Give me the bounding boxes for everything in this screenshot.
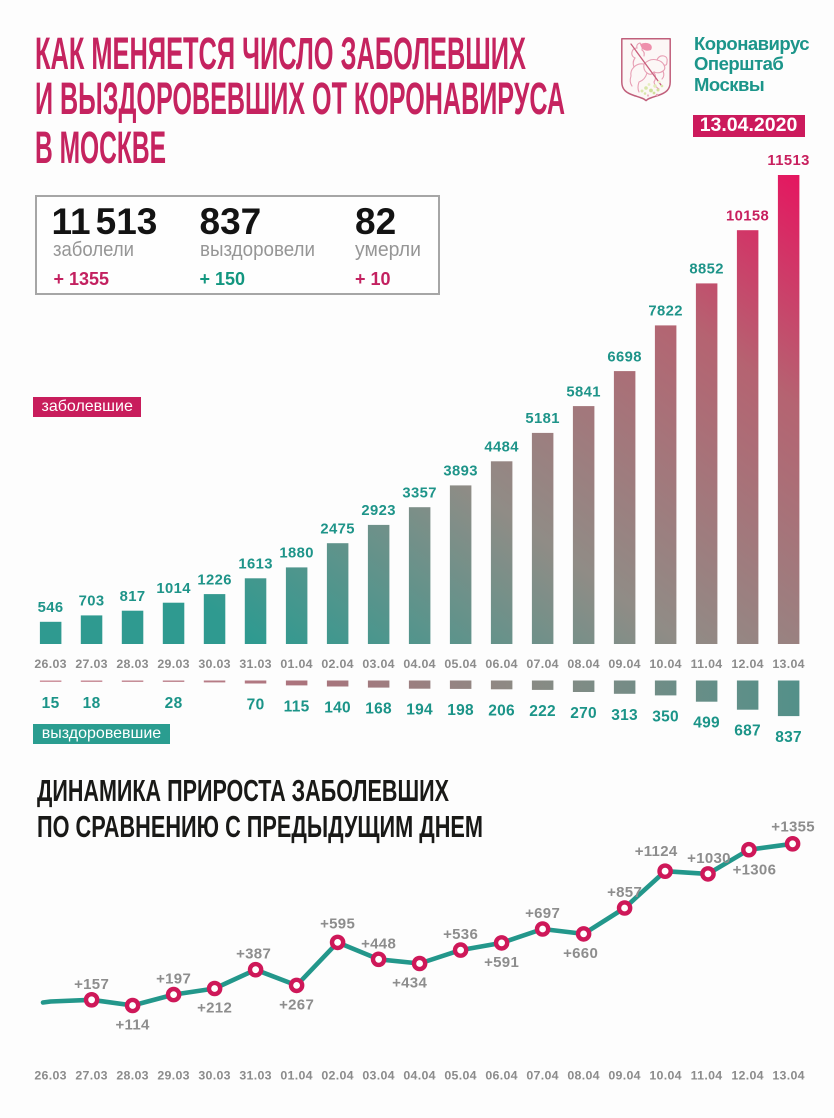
svg-text:04.04: 04.04 <box>403 1069 436 1083</box>
svg-text:03.04: 03.04 <box>362 657 395 671</box>
svg-text:1880: 1880 <box>279 546 314 562</box>
svg-text:2475: 2475 <box>320 521 355 537</box>
svg-text:06.04: 06.04 <box>485 657 518 671</box>
svg-text:11.04: 11.04 <box>691 657 723 671</box>
svg-text:194: 194 <box>406 702 433 719</box>
svg-text:270: 270 <box>570 705 597 722</box>
svg-text:+434: +434 <box>392 975 427 992</box>
svg-text:687: 687 <box>734 723 761 740</box>
svg-text:313: 313 <box>611 707 638 724</box>
svg-text:13.04: 13.04 <box>772 657 805 671</box>
svg-text:70: 70 <box>247 697 265 714</box>
svg-text:09.04: 09.04 <box>608 1069 641 1083</box>
svg-text:+157: +157 <box>74 976 109 993</box>
svg-text:06.04: 06.04 <box>485 1069 518 1083</box>
svg-text:15: 15 <box>42 695 60 712</box>
svg-text:08.04: 08.04 <box>567 657 600 671</box>
svg-text:546: 546 <box>38 600 64 616</box>
svg-text:+212: +212 <box>197 1000 232 1017</box>
svg-text:115: 115 <box>284 698 310 715</box>
svg-text:3893: 3893 <box>443 464 478 480</box>
svg-text:+448: +448 <box>361 935 396 952</box>
svg-text:13.04: 13.04 <box>772 1069 805 1083</box>
svg-text:+1124: +1124 <box>635 843 678 860</box>
svg-text:10.04: 10.04 <box>649 657 682 671</box>
svg-text:+857: +857 <box>607 884 642 901</box>
svg-text:4484: 4484 <box>484 440 519 456</box>
svg-text:26.03: 26.03 <box>34 657 67 671</box>
svg-text:7822: 7822 <box>648 304 683 320</box>
svg-text:10.04: 10.04 <box>649 1069 682 1083</box>
svg-text:206: 206 <box>488 702 515 719</box>
svg-text:02.04: 02.04 <box>321 657 354 671</box>
svg-text:+595: +595 <box>320 915 355 932</box>
svg-text:2923: 2923 <box>361 503 396 519</box>
svg-text:+1355: +1355 <box>771 818 815 835</box>
svg-text:8852: 8852 <box>689 262 724 278</box>
svg-text:+114: +114 <box>116 1017 151 1034</box>
svg-text:+697: +697 <box>525 905 560 922</box>
svg-text:703: 703 <box>79 594 105 610</box>
svg-text:11.04: 11.04 <box>691 1069 723 1083</box>
svg-text:+1030: +1030 <box>687 850 731 867</box>
svg-text:30.03: 30.03 <box>198 1069 231 1083</box>
svg-text:1226: 1226 <box>197 572 232 588</box>
svg-text:10158: 10158 <box>726 208 769 224</box>
svg-text:03.04: 03.04 <box>362 1069 395 1083</box>
svg-text:837: 837 <box>775 729 802 746</box>
svg-text:+591: +591 <box>484 954 519 971</box>
svg-text:140: 140 <box>324 700 351 717</box>
svg-text:07.04: 07.04 <box>526 1069 559 1083</box>
svg-text:31.03: 31.03 <box>239 1069 272 1083</box>
svg-text:27.03: 27.03 <box>75 657 108 671</box>
svg-text:28: 28 <box>165 695 183 712</box>
svg-text:08.04: 08.04 <box>567 1069 600 1083</box>
svg-text:01.04: 01.04 <box>280 657 313 671</box>
svg-text:12.04: 12.04 <box>731 1069 764 1083</box>
svg-text:01.04: 01.04 <box>280 1069 313 1083</box>
svg-text:198: 198 <box>447 702 474 719</box>
svg-text:09.04: 09.04 <box>608 657 641 671</box>
svg-text:499: 499 <box>693 715 720 732</box>
svg-text:3357: 3357 <box>402 485 437 501</box>
svg-text:5181: 5181 <box>525 411 560 427</box>
svg-text:18: 18 <box>83 695 101 712</box>
svg-text:817: 817 <box>120 589 146 605</box>
svg-text:29.03: 29.03 <box>157 657 190 671</box>
svg-text:07.04: 07.04 <box>526 657 559 671</box>
svg-text:31.03: 31.03 <box>239 657 272 671</box>
svg-text:02.04: 02.04 <box>321 1069 354 1083</box>
svg-text:05.04: 05.04 <box>444 1069 477 1083</box>
svg-text:12.04: 12.04 <box>731 657 764 671</box>
svg-text:27.03: 27.03 <box>75 1069 108 1083</box>
svg-text:+536: +536 <box>443 926 478 943</box>
svg-text:28.03: 28.03 <box>116 1069 149 1083</box>
svg-text:05.04: 05.04 <box>444 657 477 671</box>
svg-text:30.03: 30.03 <box>198 657 231 671</box>
svg-text:350: 350 <box>652 708 679 725</box>
svg-text:28.03: 28.03 <box>116 657 149 671</box>
svg-text:6698: 6698 <box>607 349 642 365</box>
svg-text:26.03: 26.03 <box>34 1069 67 1083</box>
svg-text:+197: +197 <box>156 971 191 988</box>
svg-text:+660: +660 <box>563 945 598 962</box>
svg-text:1014: 1014 <box>156 581 191 597</box>
svg-text:+387: +387 <box>236 946 271 963</box>
svg-text:5841: 5841 <box>566 384 601 400</box>
svg-text:+267: +267 <box>279 996 314 1013</box>
svg-text:222: 222 <box>529 703 556 720</box>
svg-text:168: 168 <box>365 701 392 718</box>
svg-text:29.03: 29.03 <box>157 1069 190 1083</box>
svg-text:11513: 11513 <box>767 153 809 169</box>
svg-text:+1306: +1306 <box>733 862 777 879</box>
svg-text:1613: 1613 <box>238 557 273 573</box>
svg-text:04.04: 04.04 <box>403 657 436 671</box>
